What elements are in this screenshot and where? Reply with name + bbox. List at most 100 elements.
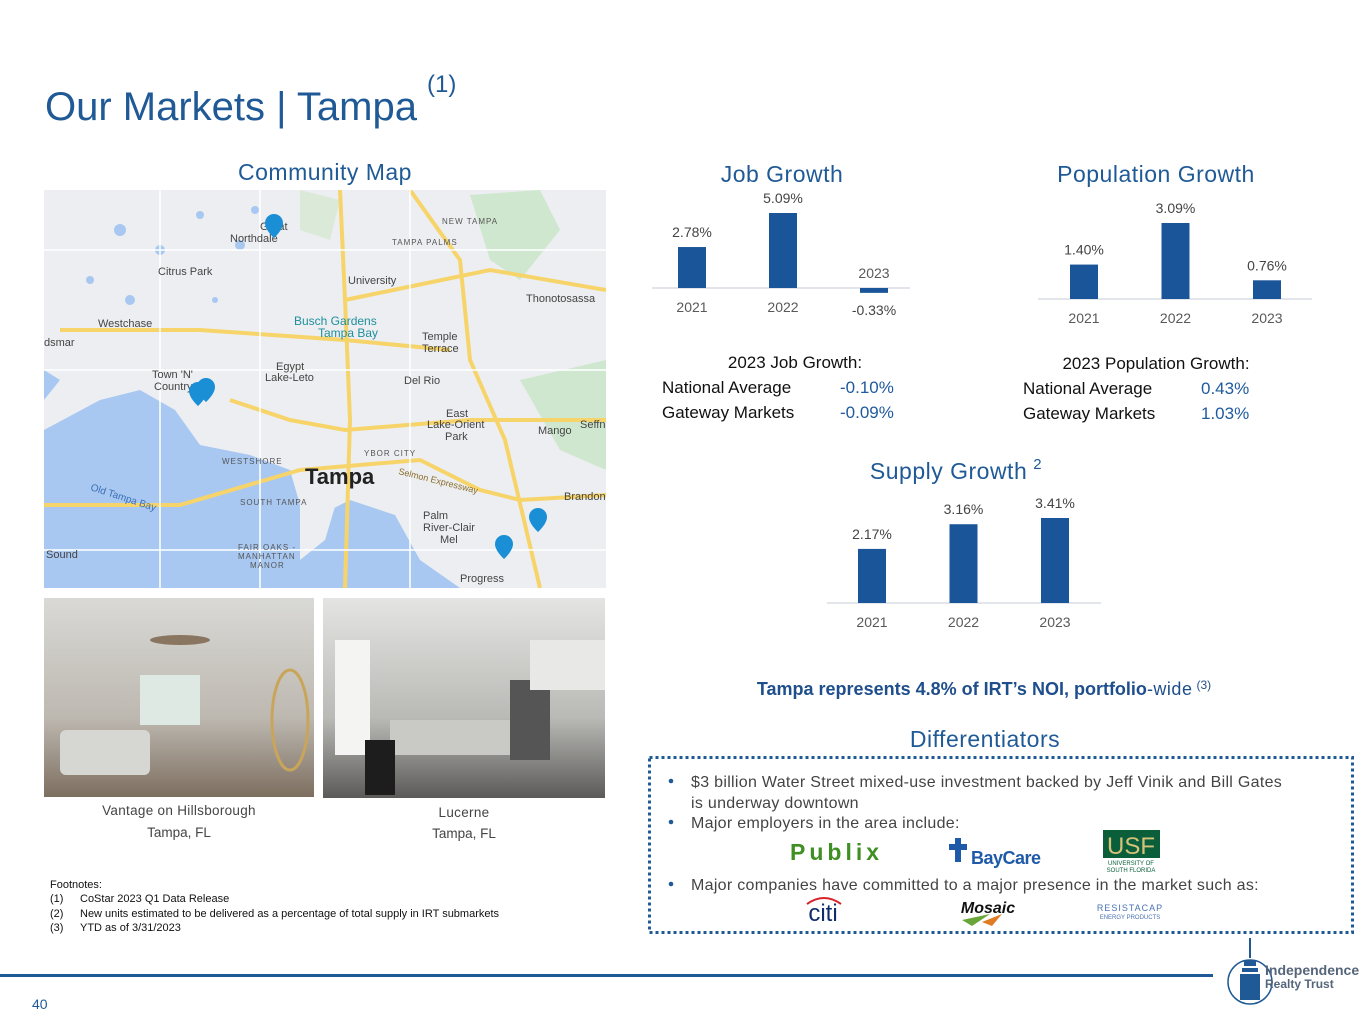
map-label: River-Clair [423, 522, 475, 534]
map-label: Progress [460, 573, 505, 585]
map-label: Temple [422, 331, 457, 343]
logo-baycare: BayCare [971, 848, 1041, 868]
property-location: Tampa, FL [147, 825, 211, 840]
map-label: Del Rio [404, 375, 440, 387]
footnote-text: New units estimated to be delivered as a… [80, 908, 500, 920]
map-label: MANHATTAN [238, 552, 296, 561]
x-tick-label: 2022 [948, 614, 979, 630]
property-name: Lucerne [439, 805, 490, 820]
stats-value: 1.03% [1201, 404, 1249, 423]
map-label: YBOR CITY [364, 449, 416, 458]
logo-usf-box [1103, 830, 1160, 858]
map-label: Sound [46, 549, 78, 561]
stats-label: National Average [662, 378, 791, 397]
bullet-text: $3 billion Water Street mixed-use invest… [691, 774, 1282, 791]
bar [678, 247, 706, 288]
bullet-marks [668, 778, 674, 887]
footnote-ref: (2) [50, 908, 63, 920]
map-pins [189, 214, 547, 559]
logo-mosaic-mark [962, 914, 990, 926]
map-label: Country [154, 381, 193, 393]
value-label: 3.41% [1035, 495, 1075, 511]
page-number: 40 [32, 996, 48, 1012]
bullet-text: Major companies have committed to a majo… [691, 877, 1259, 894]
value-label: 2.17% [852, 526, 892, 542]
differentiators-title: Differentiators [910, 726, 1060, 752]
x-tick-label: 2022 [1160, 310, 1191, 326]
map-label: Westchase [98, 318, 152, 330]
logo-text: Realty Trust [1265, 977, 1334, 991]
chart-title: Supply Growth 2 [870, 456, 1042, 484]
map-label: dsmar [44, 337, 75, 349]
map-label: University [348, 275, 397, 287]
footnotes-title: Footnotes: [50, 879, 102, 891]
map-title: Community Map [238, 159, 412, 185]
value-label: 1.40% [1064, 242, 1104, 258]
map-label: Lake-Orient [427, 419, 484, 431]
x-tick-label: 2023 [1251, 310, 1282, 326]
map-label: Busch Gardens [294, 314, 377, 328]
stats-value: 0.43% [1201, 379, 1249, 398]
map-label: MANOR [250, 561, 285, 570]
map-label: FAIR OAKS - [238, 543, 296, 552]
stats-label: Gateway Markets [1023, 404, 1155, 423]
title-text: Our Markets | Tampa [45, 85, 418, 129]
map-label: Tampa Bay [318, 326, 378, 340]
map-label: Thonotosassa [526, 293, 596, 305]
chart-title: Population Growth [1057, 161, 1255, 187]
noi-bold: Tampa represents 4.8% of IRT’s NOI, port… [757, 679, 1147, 699]
value-label: 2.78% [672, 224, 712, 240]
map-label: WESTSHORE [222, 457, 283, 466]
property-name: Vantage on Hillsborough [102, 803, 256, 818]
value-label: 3.09% [1156, 200, 1196, 216]
map-label: Palm [423, 510, 448, 522]
value-label: 0.76% [1247, 257, 1287, 273]
logo-usf-text: SOUTH FLORIDA [1107, 868, 1156, 874]
map-label: Lake-Leto [265, 372, 314, 384]
map-label: Northdale [230, 233, 278, 245]
bullet-text: Major employers in the area include: [691, 815, 960, 832]
map: Citrus Park Westchase University Busch G… [44, 190, 606, 588]
logo-icon [1227, 938, 1273, 1005]
map-label: Mango [538, 425, 572, 437]
bar [860, 288, 888, 293]
map-label: East [446, 408, 468, 420]
bar [858, 548, 886, 603]
footnote-ref: (1) [50, 893, 63, 905]
bar [769, 213, 797, 288]
logo-usf: USF [1107, 833, 1155, 860]
logo-resistacap: RESISTACAP [1097, 903, 1163, 913]
map-label: TAMPA PALMS [392, 238, 458, 247]
footnote-ref: (3) [50, 922, 63, 934]
chart-title-text: Supply Growth [870, 458, 1027, 484]
map-label: Tampa [305, 464, 375, 489]
chart-title-text: Population Growth [1057, 161, 1255, 187]
noi-text: -wide [1147, 679, 1193, 699]
value-label: -0.33% [852, 302, 896, 318]
logo-text: Independence [1265, 962, 1359, 978]
x-tick-label: 2021 [676, 299, 707, 315]
map-label: Terrace [422, 343, 459, 355]
map-label: Town 'N' [152, 369, 193, 381]
noi-note: Tampa represents 4.8% of IRT’s NOI, port… [757, 678, 1211, 699]
map-label: Mel [440, 534, 458, 546]
map-label: Egypt [276, 361, 304, 373]
bar [1161, 223, 1190, 299]
logo-usf-text: UNIVERSITY OF [1108, 861, 1154, 867]
bar [1041, 518, 1069, 603]
bullet-text: is underway downtown [691, 795, 859, 812]
map-label: Citrus Park [158, 266, 213, 278]
x-tick-label: 2021 [856, 614, 887, 630]
x-tick-label: 2023 [858, 265, 889, 281]
logo-citi-arc [806, 897, 842, 905]
photo-vantage [44, 598, 314, 797]
map-label: NEW TAMPA [442, 217, 498, 226]
title-note: (1) [427, 71, 456, 98]
bar [1253, 280, 1281, 299]
map-label: SOUTH TAMPA [240, 498, 307, 507]
x-tick-label: 2023 [1039, 614, 1070, 630]
chart-title: Job Growth [721, 161, 844, 187]
noi-note-ref: (3) [1196, 678, 1211, 692]
stats-label: National Average [1023, 379, 1152, 398]
